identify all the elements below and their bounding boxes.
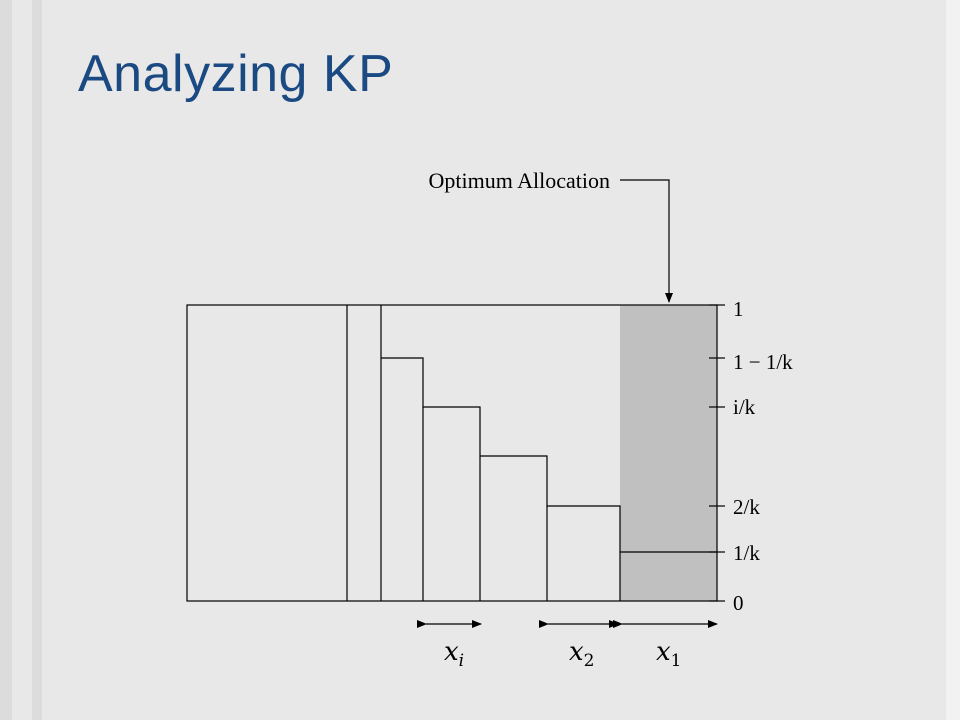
y-label-one: 1 (733, 297, 744, 321)
y-label-zero: 0 (733, 591, 744, 615)
optimum-allocation-region (620, 305, 717, 601)
x-label-xi: xi (444, 637, 464, 671)
y-label-one-minus-1k: 1 − 1/k (733, 350, 793, 374)
callout-label: Optimum Allocation (429, 168, 611, 193)
staircase-profile (381, 357, 621, 601)
left-decor-stripe (0, 0, 12, 720)
y-label-one-over-k: 1/k (733, 541, 760, 565)
x-label-x2: x2 (569, 637, 595, 671)
x-label-x1: x1 (656, 637, 682, 671)
left-decor-stripe-inner (32, 0, 42, 720)
diagram-frame (186, 304, 718, 602)
right-decor-stripe (946, 0, 960, 720)
y-label-i-over-k: i/k (733, 395, 756, 419)
callout-leader (620, 179, 673, 303)
y-label-two-over-k: 2/k (733, 495, 760, 519)
slide-title: Analyzing KP (78, 45, 394, 103)
